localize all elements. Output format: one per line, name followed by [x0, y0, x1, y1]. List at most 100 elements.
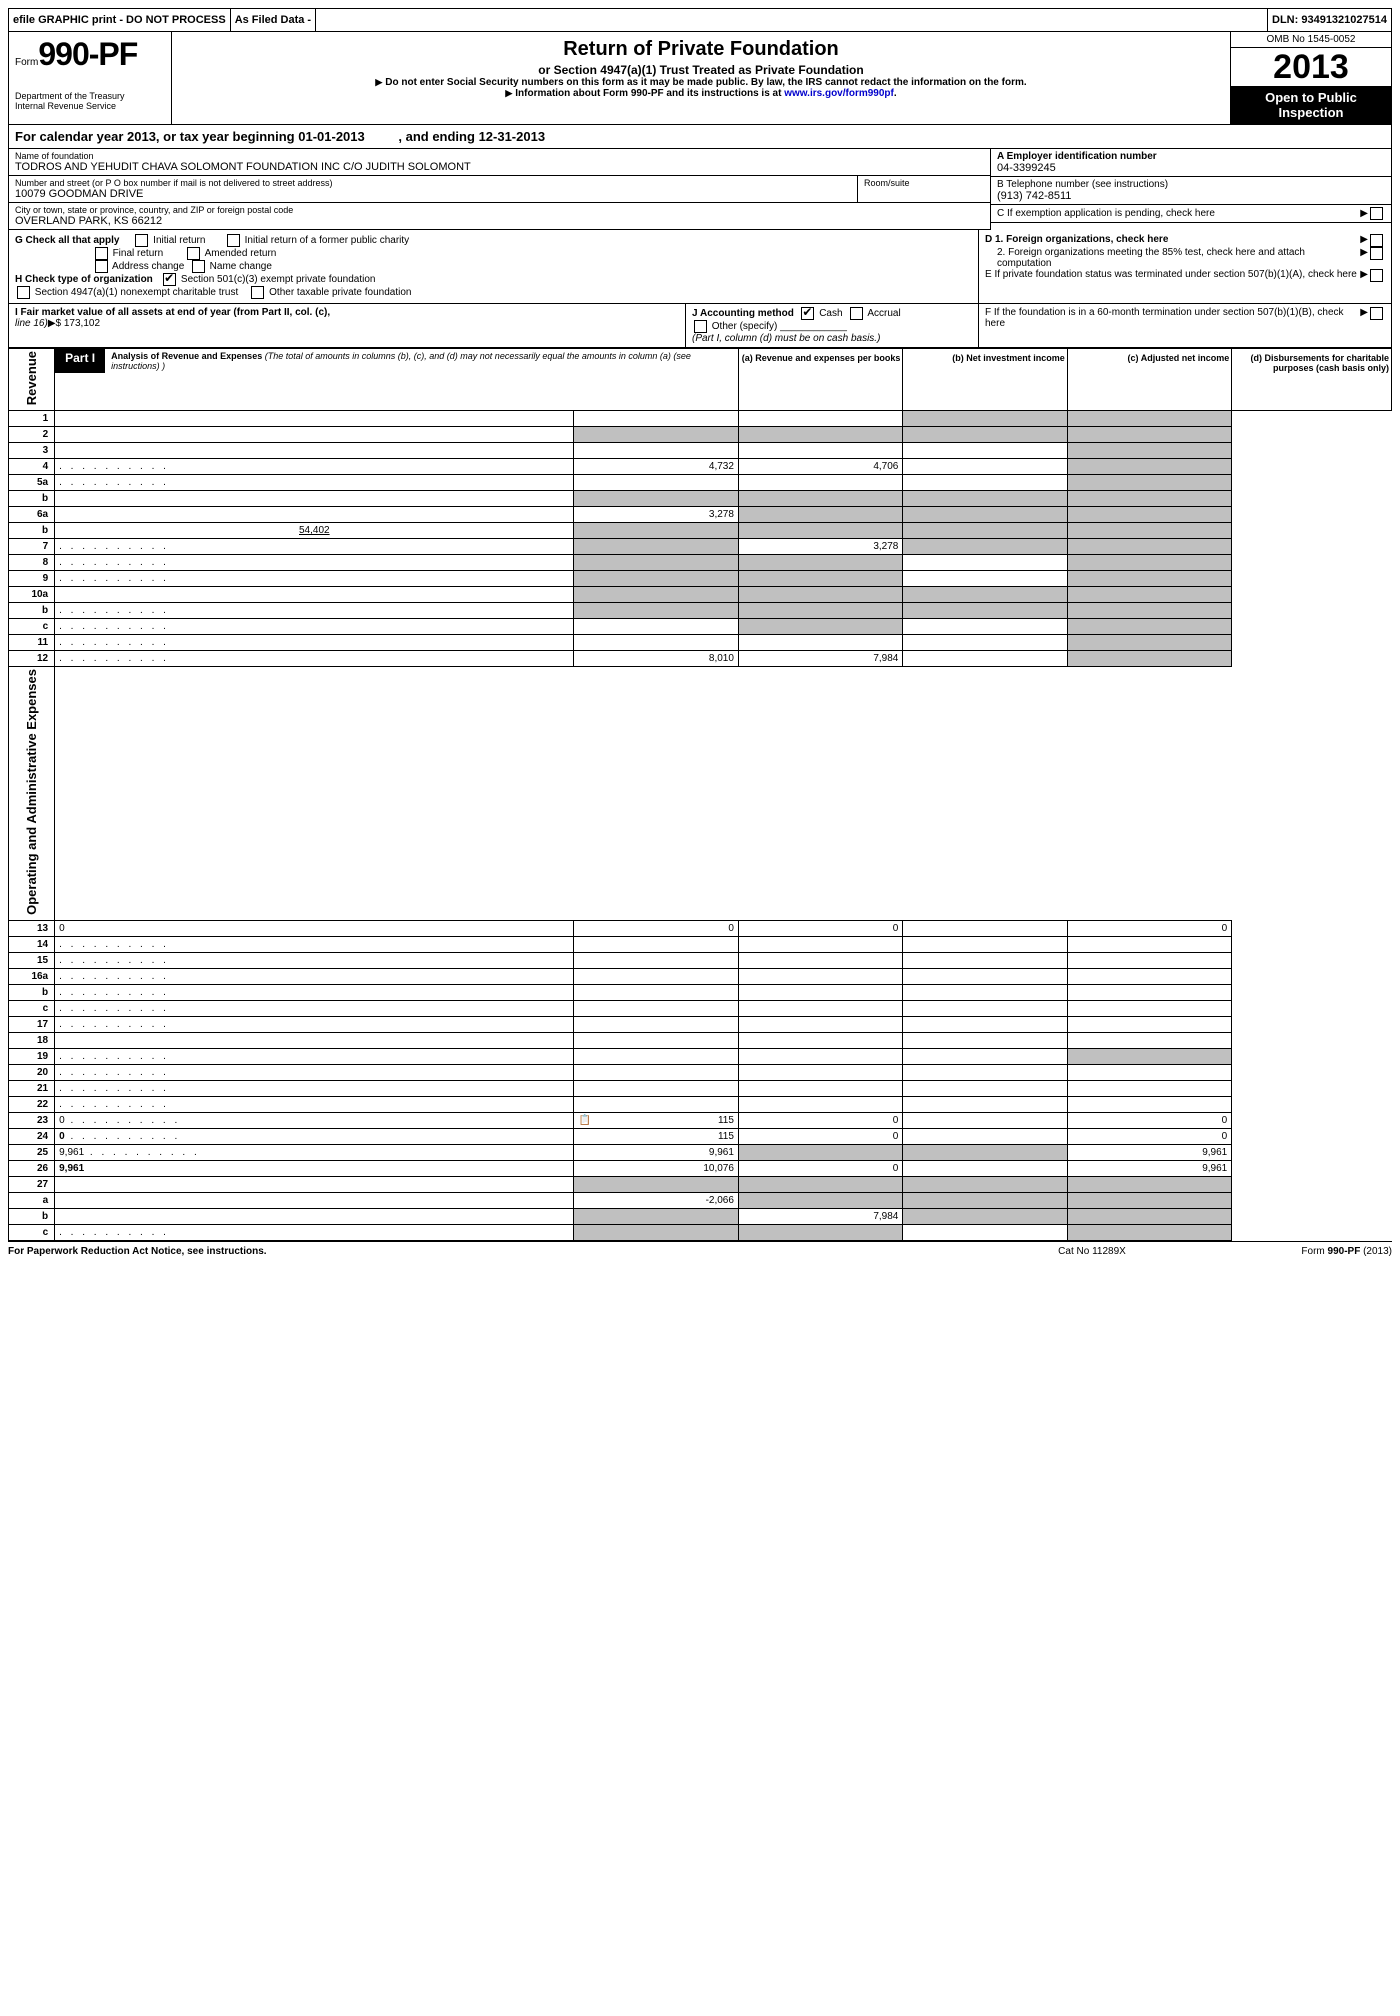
value-cell-b	[738, 507, 902, 523]
value-cell-c	[903, 443, 1067, 459]
value-cell-a	[574, 1209, 738, 1225]
accrual-checkbox[interactable]	[850, 307, 863, 320]
line-number: 6a	[9, 507, 55, 523]
form-title: Return of Private Foundation	[180, 38, 1222, 61]
value-cell-a: 0	[574, 921, 738, 937]
def-checks: D 1. Foreign organizations, check here▶ …	[979, 230, 1391, 303]
value-cell-a: 115	[574, 1129, 738, 1145]
line-description	[55, 539, 574, 555]
value-cell-c	[903, 1065, 1067, 1081]
efile-label: efile GRAPHIC print - DO NOT PROCESS	[9, 9, 231, 31]
value-cell-d	[1067, 1033, 1231, 1049]
form-note1: Do not enter Social Security numbers on …	[180, 77, 1222, 88]
value-cell-c	[903, 1145, 1067, 1161]
value-cell-b	[738, 937, 902, 953]
value-cell-d	[1067, 1001, 1231, 1017]
line-number: 18	[9, 1033, 55, 1049]
foreign-org-checkbox[interactable]	[1370, 234, 1383, 247]
value-cell-b	[738, 411, 902, 427]
line-description	[55, 953, 574, 969]
entity-info: Name of foundation TODROS AND YEHUDIT CH…	[8, 149, 1392, 230]
line-number: 3	[9, 443, 55, 459]
final-return-checkbox[interactable]	[95, 247, 108, 260]
value-cell-c	[903, 1225, 1067, 1241]
tax-year: 2013	[1231, 48, 1391, 86]
value-cell-a	[574, 1049, 738, 1065]
value-cell-a	[574, 969, 738, 985]
value-cell-d	[1067, 507, 1231, 523]
value-cell-c	[903, 1033, 1067, 1049]
value-cell-c	[903, 427, 1067, 443]
value-cell-d	[1067, 1049, 1231, 1065]
value-cell-a: 10,076	[574, 1161, 738, 1177]
line-description	[55, 1001, 574, 1017]
value-cell-b: 7,984	[738, 651, 902, 667]
line-number: c	[9, 619, 55, 635]
irs-link[interactable]: www.irs.gov/form990pf	[784, 88, 894, 99]
table-row: 269,96110,07609,961	[9, 1161, 1392, 1177]
value-cell-a	[574, 937, 738, 953]
value-cell-b: 0	[738, 1129, 902, 1145]
form-ref: Form 990-PF (2013)	[1192, 1246, 1392, 1257]
value-cell-c	[903, 603, 1067, 619]
former-charity-checkbox[interactable]	[227, 234, 240, 247]
foreign-85-checkbox[interactable]	[1370, 247, 1383, 260]
line-description	[55, 587, 574, 603]
value-cell-a	[574, 427, 738, 443]
value-cell-b: 4,706	[738, 459, 902, 475]
value-cell-a: 4,732	[574, 459, 738, 475]
initial-return-checkbox[interactable]	[135, 234, 148, 247]
table-row: 8	[9, 555, 1392, 571]
table-row: b	[9, 985, 1392, 1001]
name-change-checkbox[interactable]	[192, 260, 205, 273]
other-taxable-checkbox[interactable]	[251, 286, 264, 299]
ijf-row: I Fair market value of all assets at end…	[8, 304, 1392, 348]
line-description	[55, 1193, 574, 1209]
cash-checkbox[interactable]	[801, 307, 814, 320]
line-number: 7	[9, 539, 55, 555]
terminated-checkbox[interactable]	[1370, 269, 1383, 282]
line-number: c	[9, 1001, 55, 1017]
table-row: b7,984	[9, 1209, 1392, 1225]
value-cell-b: 0	[738, 1161, 902, 1177]
value-cell-c	[903, 985, 1067, 1001]
form-header: Form990-PF Department of the Treasury In…	[8, 32, 1392, 125]
table-row: 128,0107,984	[9, 651, 1392, 667]
value-cell-a	[574, 491, 738, 507]
amended-return-checkbox[interactable]	[187, 247, 200, 260]
value-cell-b	[738, 1049, 902, 1065]
table-row: b	[9, 603, 1392, 619]
address-change-checkbox[interactable]	[95, 260, 108, 273]
col-b-header: (b) Net investment income	[903, 349, 1067, 411]
table-row: 7 3,278	[9, 539, 1392, 555]
table-row: b54,402	[9, 523, 1392, 539]
other-method-checkbox[interactable]	[694, 320, 707, 333]
line-description	[55, 1209, 574, 1225]
value-cell-d	[1067, 603, 1231, 619]
open-public-badge: Open to Public Inspection	[1231, 86, 1391, 124]
value-cell-c	[903, 651, 1067, 667]
value-cell-a	[574, 1033, 738, 1049]
value-cell-b: 3,278	[738, 539, 902, 555]
line-number: 17	[9, 1017, 55, 1033]
line-description	[55, 1225, 574, 1241]
value-cell-a	[574, 571, 738, 587]
60month-checkbox[interactable]	[1370, 307, 1383, 320]
exemption-checkbox[interactable]	[1370, 207, 1383, 220]
value-cell-c	[903, 1049, 1067, 1065]
city-row: City or town, state or province, country…	[9, 203, 990, 230]
line-description: 0	[55, 921, 574, 937]
value-cell-b	[738, 1097, 902, 1113]
value-cell-a: 3,278	[574, 507, 738, 523]
value-cell-a	[574, 1177, 738, 1193]
501c3-checkbox[interactable]	[163, 273, 176, 286]
line-number: 13	[9, 921, 55, 937]
table-row: c	[9, 1001, 1392, 1017]
value-cell-a	[574, 523, 738, 539]
page-footer: For Paperwork Reduction Act Notice, see …	[8, 1241, 1392, 1261]
value-cell-a: 8,010	[574, 651, 738, 667]
value-cell-b	[738, 1017, 902, 1033]
value-cell-a: 📋115	[574, 1113, 738, 1129]
4947-checkbox[interactable]	[17, 286, 30, 299]
line-number: b	[9, 523, 55, 539]
